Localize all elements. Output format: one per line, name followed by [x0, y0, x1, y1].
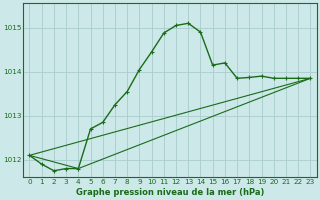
X-axis label: Graphe pression niveau de la mer (hPa): Graphe pression niveau de la mer (hPa) [76, 188, 264, 197]
